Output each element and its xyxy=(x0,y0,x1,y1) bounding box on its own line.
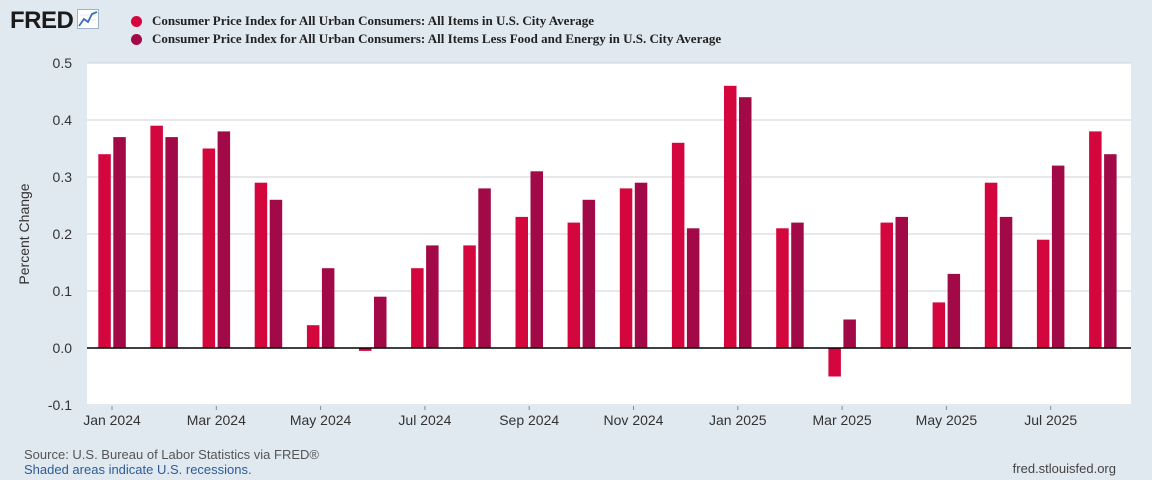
bar-all-items-2024-07[interactable] xyxy=(411,268,424,348)
bar-all-items-2024-03[interactable] xyxy=(202,148,216,349)
legend-label-core: Consumer Price Index for All Urban Consu… xyxy=(152,31,722,46)
fred-site-link[interactable]: fred.stlouisfed.org xyxy=(1012,461,1116,476)
bars xyxy=(98,85,1117,377)
bar-all-items-2025-02[interactable] xyxy=(776,228,789,348)
bar-core-2024-08[interactable] xyxy=(478,188,491,348)
bar-core-2025-02[interactable] xyxy=(791,222,804,348)
bar-all-items-2025-06[interactable] xyxy=(984,182,998,348)
x-tick-label: Jan 2025 xyxy=(709,412,767,428)
bar-all-items-2025-08[interactable] xyxy=(1089,131,1102,348)
y-tick-label: 0.5 xyxy=(53,55,73,71)
legend-swatch-all-items xyxy=(131,15,142,27)
bar-all-items-2024-12[interactable] xyxy=(671,142,685,348)
bar-core-2025-07[interactable] xyxy=(1051,165,1065,348)
bar-core-2025-08[interactable] xyxy=(1104,154,1117,348)
chart-header: FRED Consumer Price Index for All Urban … xyxy=(0,0,1152,50)
x-tick-label: Jan 2024 xyxy=(83,412,141,428)
recession-note: Shaded areas indicate U.S. recessions. xyxy=(24,462,252,477)
bar-all-items-2024-06[interactable] xyxy=(359,348,372,351)
legend-item-core[interactable]: Consumer Price Index for All Urban Consu… xyxy=(131,30,721,48)
x-tick-label: Sep 2024 xyxy=(499,412,559,428)
bar-core-2025-05[interactable] xyxy=(947,273,961,348)
bar-all-items-2024-04[interactable] xyxy=(254,182,268,348)
bar-core-2024-09[interactable] xyxy=(530,171,544,348)
fred-logo-text: FRED xyxy=(10,7,74,34)
y-tick-label: 0.1 xyxy=(53,283,73,299)
bar-all-items-2025-01[interactable] xyxy=(724,85,737,349)
bar-core-2024-03[interactable] xyxy=(217,131,231,348)
x-tick-label: Mar 2025 xyxy=(813,412,872,428)
x-tick-label: May 2025 xyxy=(916,412,978,428)
legend-swatch-core xyxy=(131,33,142,45)
bar-core-2024-02[interactable] xyxy=(165,137,178,348)
bar-all-items-2024-11[interactable] xyxy=(619,188,633,348)
bar-core-2024-06[interactable] xyxy=(374,296,387,348)
x-tick-label: May 2024 xyxy=(290,412,352,428)
bar-all-items-2025-03[interactable] xyxy=(828,348,841,377)
source-note: Source: U.S. Bureau of Labor Statistics … xyxy=(24,447,319,462)
bar-core-2024-12[interactable] xyxy=(686,228,700,348)
bar-core-2024-01[interactable] xyxy=(113,137,126,348)
bar-all-items-2024-08[interactable] xyxy=(463,245,476,348)
bar-core-2025-04[interactable] xyxy=(895,216,909,348)
bar-core-2025-06[interactable] xyxy=(999,216,1013,348)
y-tick-label: 0.2 xyxy=(53,226,73,242)
y-axis-label: Percent Change xyxy=(16,183,32,284)
x-axis-ticks: Jan 2024 Mar 2024 May 2024 Jul 2024 Sep 2024… xyxy=(83,406,1077,428)
bar-core-2024-07[interactable] xyxy=(426,245,439,348)
x-tick-label: Jul 2024 xyxy=(398,412,451,428)
bar-core-2024-10[interactable] xyxy=(582,199,596,348)
y-axis-ticks: -0.1 0.0 0.1 0.2 0.3 0.4 0.5 xyxy=(48,55,72,413)
legend-label-all-items: Consumer Price Index for All Urban Consu… xyxy=(152,13,594,28)
bar-all-items-2025-04[interactable] xyxy=(880,222,894,348)
chart-legend: Consumer Price Index for All Urban Consu… xyxy=(131,12,721,48)
y-tick-label: 0.4 xyxy=(53,112,73,128)
bar-all-items-2025-05[interactable] xyxy=(932,302,946,348)
x-tick-label: Jul 2025 xyxy=(1024,412,1077,428)
bar-all-items-2025-07[interactable] xyxy=(1036,239,1050,348)
fred-logo[interactable]: FRED xyxy=(10,7,100,35)
bar-all-items-2024-05[interactable] xyxy=(306,325,320,348)
line-chart-icon xyxy=(77,8,100,34)
x-tick-label: Nov 2024 xyxy=(604,412,664,428)
bar-core-2025-03[interactable] xyxy=(843,319,856,349)
x-tick-label: Mar 2024 xyxy=(187,412,246,428)
bar-core-2024-11[interactable] xyxy=(634,182,648,348)
bar-all-items-2024-09[interactable] xyxy=(515,216,529,348)
footer-notes: Source: U.S. Bureau of Labor Statistics … xyxy=(24,447,319,477)
legend-item-all-items[interactable]: Consumer Price Index for All Urban Consu… xyxy=(131,12,721,30)
bar-all-items-2024-02[interactable] xyxy=(150,125,163,348)
y-tick-label: 0.0 xyxy=(53,340,73,356)
bar-chart: -0.1 0.0 0.1 0.2 0.3 0.4 0.5 Jan 2024 Mar 2024 M… xyxy=(16,55,1131,428)
bar-all-items-2024-01[interactable] xyxy=(98,154,111,348)
y-tick-label: -0.1 xyxy=(48,397,72,413)
bar-all-items-2024-10[interactable] xyxy=(567,222,581,348)
bar-core-2024-04[interactable] xyxy=(269,199,283,348)
bar-core-2025-01[interactable] xyxy=(739,97,752,348)
y-tick-label: 0.3 xyxy=(53,169,73,185)
bar-core-2024-05[interactable] xyxy=(321,268,335,348)
